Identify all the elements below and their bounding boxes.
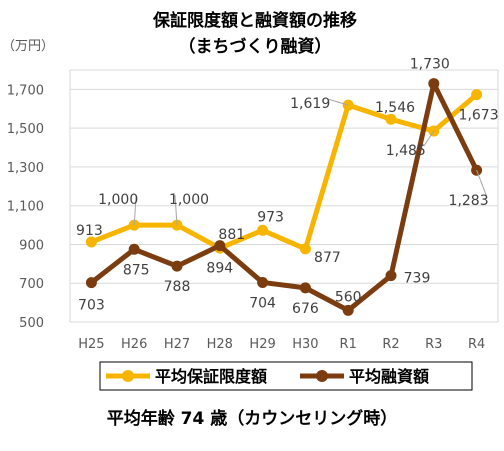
x-tick-label: R3 (425, 337, 442, 352)
legend-marker-loan (316, 370, 328, 382)
data-point (342, 304, 354, 316)
data-label: 913 (76, 223, 103, 239)
series-line-1 (89, 81, 479, 313)
data-labels: 913 1,000 1,000 881 973 877 1,619 1,546 1,485 1,6… (76, 57, 499, 317)
y-tick-label: 900 (19, 238, 44, 253)
data-point (385, 270, 397, 282)
caption: 平均年齢 74 歳（カウンセリング時） (106, 409, 398, 429)
data-label: 875 (123, 262, 150, 278)
data-label: 788 (164, 279, 191, 295)
label-leader (328, 98, 349, 106)
data-label: 1,730 (410, 57, 450, 73)
y-tick-label: 1,500 (7, 122, 44, 137)
data-label: 1,283 (449, 193, 489, 209)
data-point (299, 243, 311, 255)
data-point (214, 240, 226, 252)
line-chart: 保証限度額と融資額の推移 （まちづくり融資） （万円） 500 700 900 1,1… (2, 10, 499, 391)
x-tick-label: H29 (249, 337, 275, 352)
x-tick-label: H26 (121, 337, 147, 352)
chart-title: 保証限度額と融資額の推移 (152, 10, 357, 31)
data-label: 739 (404, 271, 431, 287)
data-point (257, 224, 269, 236)
data-label: 676 (292, 301, 319, 317)
x-tick-label: R4 (468, 337, 485, 352)
x-tick-label: H27 (164, 337, 190, 352)
legend-label-loan: 平均融資額 (349, 367, 429, 386)
legend-box (99, 361, 473, 391)
y-axis-ticks: 500 700 900 1,100 1,300 1,500 1,700 (7, 83, 44, 331)
gridlines (70, 88, 498, 323)
data-point (385, 113, 397, 125)
x-tick-label: H30 (292, 337, 318, 352)
data-label: 881 (218, 227, 245, 243)
data-label: 560 (335, 289, 362, 305)
data-point (85, 236, 97, 248)
series-line-0 (90, 92, 479, 252)
data-label: 877 (314, 250, 341, 266)
y-tick-label: 700 (19, 277, 44, 292)
chart-subtitle: （まちづくり融資） (179, 36, 332, 57)
legend-label-guarantee: 平均保証限度額 (155, 367, 267, 386)
data-label: 1,673 (459, 108, 499, 124)
data-label: 973 (257, 209, 284, 225)
x-tick-label: H25 (78, 337, 104, 352)
y-tick-label: 1,100 (7, 200, 44, 215)
data-label: 703 (78, 298, 105, 314)
label-leader (133, 195, 137, 226)
y-unit-label: （万円） (2, 39, 54, 54)
data-point (171, 260, 183, 272)
x-axis-ticks: H25 H26 H27 H28 H29 H30 R1 R2 R3 R4 (78, 337, 485, 352)
data-point (128, 243, 140, 255)
y-tick-label: 500 (19, 316, 44, 331)
x-tick-label: H28 (207, 337, 233, 352)
legend: 平均保証限度額 平均融資額 (99, 361, 473, 391)
label-leader (423, 130, 435, 147)
data-label: 1,000 (98, 192, 138, 208)
data-label: 894 (206, 261, 233, 277)
y-tick-label: 1,300 (7, 161, 44, 176)
data-label: 1,619 (290, 96, 330, 112)
label-leader (174, 195, 178, 226)
label-leader (476, 170, 488, 197)
y-tick-label: 1,700 (7, 83, 44, 98)
data-point (428, 78, 440, 90)
data-label: 1,546 (375, 100, 415, 116)
legend-marker-guarantee (122, 370, 134, 382)
x-tick-label: R1 (340, 337, 357, 352)
data-label: 1,485 (386, 143, 426, 159)
data-label: 704 (249, 295, 276, 311)
data-point (471, 89, 483, 101)
data-point (85, 277, 97, 289)
data-label: 1,000 (169, 192, 209, 208)
data-point (299, 282, 311, 294)
data-point (257, 276, 269, 288)
x-tick-label: R2 (382, 337, 399, 352)
